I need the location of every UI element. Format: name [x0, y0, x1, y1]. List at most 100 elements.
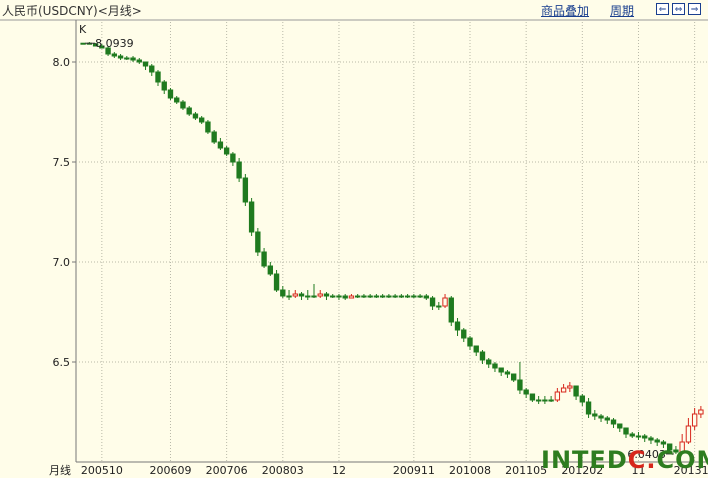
fit-icon[interactable]: ⇔	[672, 3, 685, 15]
candle	[267, 262, 274, 276]
x-tick-label: 201310	[674, 464, 708, 477]
candle	[436, 302, 442, 310]
candle	[186, 106, 192, 116]
candle-body	[685, 425, 692, 443]
y-tick-label: 7.5	[53, 156, 71, 169]
candle	[398, 294, 405, 298]
candle-body	[510, 373, 517, 381]
y-tick-label: 6.5	[53, 356, 71, 369]
candle	[223, 146, 230, 156]
candle-body	[348, 295, 355, 299]
candle-body	[267, 265, 274, 275]
candle	[673, 446, 679, 454]
candle-body	[554, 391, 561, 401]
candle-body	[504, 371, 511, 375]
candle-body	[467, 337, 473, 347]
scroll-right-icon[interactable]: ⇒	[688, 3, 701, 15]
candle-body	[167, 89, 174, 99]
scroll-left-icon[interactable]: ⇐	[656, 3, 669, 15]
candle	[629, 432, 635, 438]
x-tick-label: 200510	[81, 464, 123, 477]
candle	[136, 58, 142, 64]
candle-body	[673, 449, 679, 453]
candle-body	[567, 385, 573, 389]
candle-body	[92, 43, 99, 47]
candle	[679, 434, 685, 453]
candle	[292, 290, 298, 298]
candle-body	[223, 147, 230, 155]
candle	[92, 43, 99, 47]
candle-body	[404, 295, 411, 298]
candle	[479, 350, 486, 364]
candle	[560, 384, 567, 393]
candle	[598, 414, 604, 422]
candle-body	[255, 231, 261, 253]
candle-body	[298, 293, 305, 297]
candle-body	[317, 293, 323, 297]
candle-body	[230, 153, 236, 163]
candle-body	[498, 367, 504, 373]
candle	[404, 294, 411, 298]
candle	[105, 46, 111, 56]
x-tick-label: 200609	[149, 464, 191, 477]
candle-body	[679, 441, 685, 453]
watermark-logo: INTEDC.COM	[541, 446, 708, 474]
candle-body	[286, 295, 292, 298]
candle	[423, 294, 430, 300]
candle-body	[336, 295, 342, 298]
panel-label: K	[79, 23, 87, 36]
candle-body	[192, 113, 199, 119]
candle	[155, 70, 161, 86]
candle	[579, 394, 586, 406]
candle	[585, 398, 592, 418]
candle-body	[379, 295, 386, 298]
candle-body	[492, 363, 498, 369]
candle	[255, 228, 261, 256]
candle	[691, 408, 698, 430]
period-link[interactable]: 周期	[610, 4, 635, 18]
candle	[323, 292, 330, 300]
candle	[486, 358, 492, 368]
candle	[361, 294, 367, 298]
candle-body	[617, 423, 623, 429]
candle	[504, 370, 511, 378]
candle-body	[124, 57, 130, 60]
candle	[348, 294, 355, 299]
x-tick-label: 12	[332, 464, 346, 477]
x-tick-label: 201008	[449, 464, 491, 477]
candle-body	[629, 433, 635, 437]
overlay-commodity-link[interactable]: 商品叠加	[541, 4, 590, 18]
candle-body	[486, 359, 492, 365]
candle-body	[604, 417, 610, 421]
candle	[467, 336, 473, 350]
candle	[642, 434, 648, 442]
candle	[666, 443, 673, 454]
candle-body	[311, 295, 317, 298]
candle	[429, 296, 436, 310]
candle-body	[280, 289, 286, 297]
candle	[635, 432, 642, 440]
candle	[698, 406, 704, 418]
candle-body	[623, 427, 629, 435]
candle-body	[236, 161, 242, 179]
candle-body	[660, 441, 667, 445]
candle-body	[136, 59, 142, 63]
candle	[461, 328, 467, 342]
candle-body	[354, 295, 361, 298]
candle-body	[517, 379, 523, 391]
x-tick-label: 200911	[393, 464, 435, 477]
candle-body	[205, 121, 211, 133]
candle-body	[174, 97, 180, 103]
candle-body	[654, 439, 660, 443]
y-tick-label: 8.0	[53, 56, 71, 69]
candle-body	[392, 295, 398, 298]
x-tick-label: 201105	[505, 464, 547, 477]
candle	[660, 440, 667, 448]
candle	[161, 80, 167, 94]
candle-body	[442, 297, 448, 307]
candle	[654, 438, 660, 446]
candle	[535, 396, 542, 404]
candle	[198, 116, 205, 124]
candle-body	[261, 251, 267, 267]
